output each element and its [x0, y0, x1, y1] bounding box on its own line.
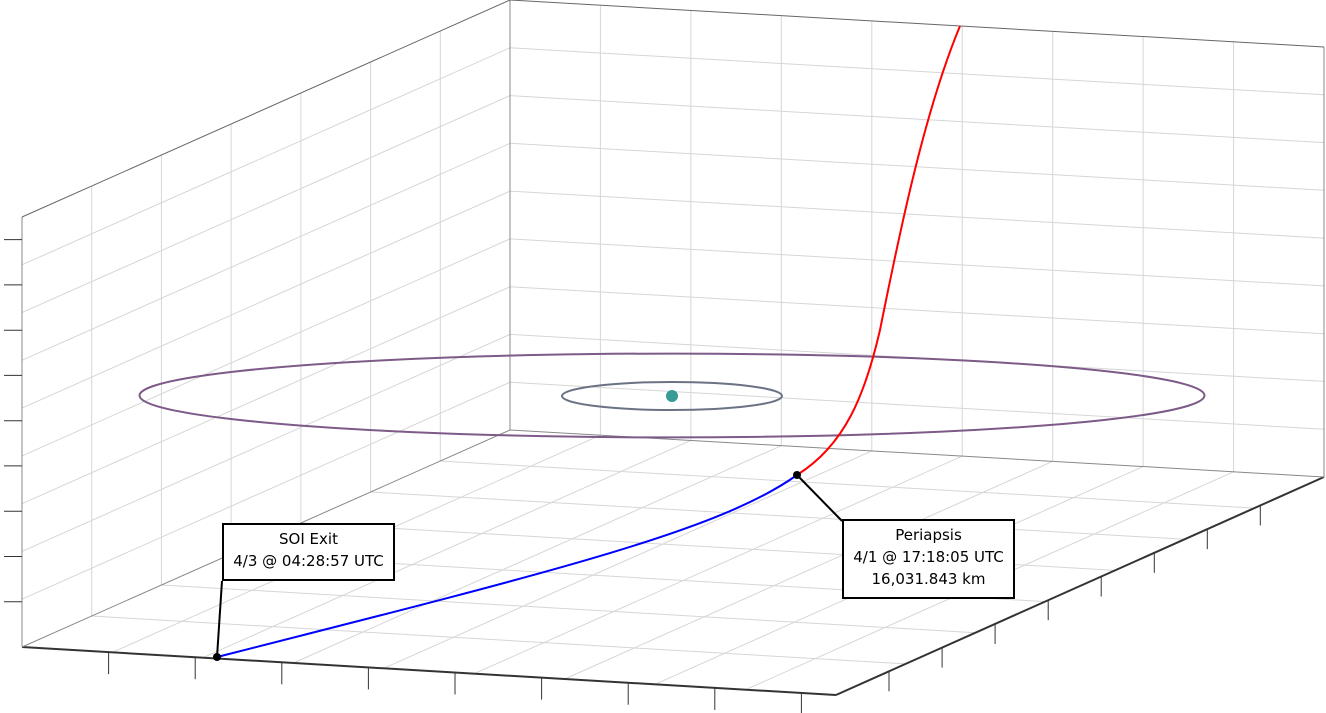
axis-ticks	[4, 239, 1261, 713]
floor-grid-line	[293, 445, 782, 664]
approach-trajectory-line	[796, 25, 961, 476]
floor-grid-line	[383, 450, 873, 669]
floor-grid-line	[161, 584, 976, 634]
inner-orbit-line	[561, 381, 783, 411]
central-body-marker	[666, 390, 678, 402]
wall-grid-line	[509, 286, 1325, 335]
floor-grid-line	[473, 455, 963, 675]
soi-exit-callout: SOI Exit 4/3 @ 04:28:57 UTC	[222, 523, 395, 581]
periapsis-title: Periapsis	[895, 526, 962, 544]
frame-edge	[835, 476, 1325, 696]
wall-grid-line	[21, 381, 511, 600]
wall-grid-line	[21, 238, 511, 457]
wall-grid-line	[509, 381, 1325, 430]
soi-exit-leader-line	[216, 580, 223, 658]
wall-grid-line	[509, 142, 1325, 191]
floor-grid-line	[91, 615, 906, 665]
axes-grid	[21, 5, 1325, 691]
floor-grid-line	[440, 460, 1255, 509]
departure-trajectory-line	[216, 474, 798, 658]
wall-grid-line	[21, 190, 511, 409]
wall-grid-line	[21, 95, 511, 314]
periapsis-callout: Periapsis 4/1 @ 17:18:05 UTC 16,031.843 …	[842, 519, 1015, 599]
frame-edge	[21, 646, 837, 696]
soi-exit-title: SOI Exit	[279, 530, 338, 548]
outer-orbit-line	[138, 352, 1206, 439]
wall-grid-line	[509, 190, 1325, 239]
wall-grid-line	[509, 95, 1325, 144]
floor-grid-line	[370, 491, 1185, 540]
wall-grid-line	[509, 238, 1325, 287]
floor-grid-line	[564, 460, 1053, 680]
wall-grid-line	[509, 47, 1325, 96]
wall-grid-line	[21, 47, 511, 266]
wall-grid-line	[21, 286, 511, 505]
frame-edge	[21, 0, 511, 218]
periapsis-leader-line	[796, 474, 843, 522]
wall-grid-line	[21, 333, 511, 552]
periapsis-time: 4/1 @ 17:18:05 UTC	[853, 548, 1004, 566]
axes-frame	[21, 0, 1325, 696]
soi-exit-time: 4/3 @ 04:28:57 UTC	[233, 552, 384, 570]
frame-edge	[509, 0, 1325, 48]
periapsis-altitude: 16,031.843 km	[871, 570, 986, 588]
soi-exit-marker	[213, 653, 221, 661]
wall-grid-line	[21, 142, 511, 361]
floor-grid-line	[202, 439, 692, 659]
periapsis-marker	[793, 471, 801, 479]
